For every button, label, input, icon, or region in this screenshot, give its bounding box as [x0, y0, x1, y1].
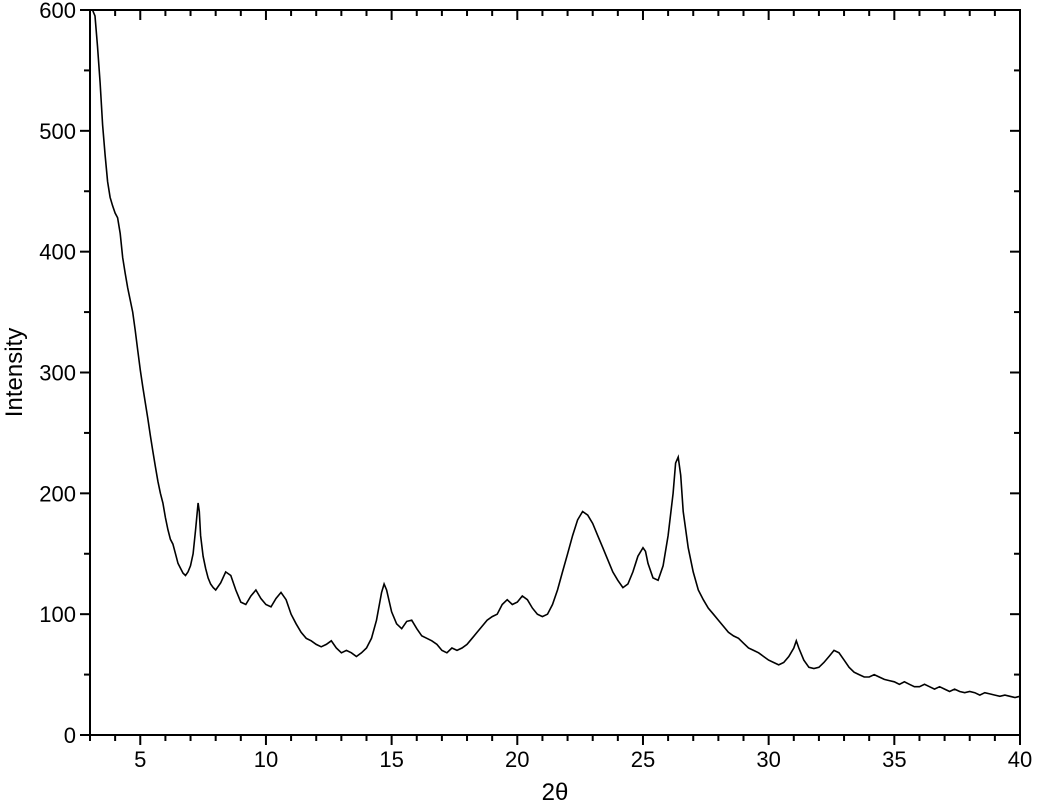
- y-tick-label: 100: [39, 602, 76, 627]
- axis-frame: [90, 10, 1020, 735]
- x-tick-label: 30: [756, 747, 780, 772]
- y-axis-label: Intensity: [1, 328, 28, 417]
- x-axis-label: 2θ: [542, 779, 569, 806]
- x-tick-label: 10: [254, 747, 278, 772]
- xrd-chart: 51015202530354001002003004005006002θInte…: [0, 0, 1042, 812]
- x-tick-label: 40: [1008, 747, 1032, 772]
- x-tick-label: 25: [631, 747, 655, 772]
- y-tick-label: 400: [39, 240, 76, 265]
- y-tick-label: 200: [39, 481, 76, 506]
- x-tick-label: 5: [134, 747, 146, 772]
- chart-svg: 51015202530354001002003004005006002θInte…: [0, 0, 1042, 812]
- x-tick-label: 15: [379, 747, 403, 772]
- y-tick-label: 300: [39, 361, 76, 386]
- y-tick-label: 600: [39, 0, 76, 23]
- y-tick-label: 0: [64, 723, 76, 748]
- x-tick-label: 35: [882, 747, 906, 772]
- x-tick-label: 20: [505, 747, 529, 772]
- xrd-data-line: [90, 10, 1020, 698]
- y-tick-label: 500: [39, 119, 76, 144]
